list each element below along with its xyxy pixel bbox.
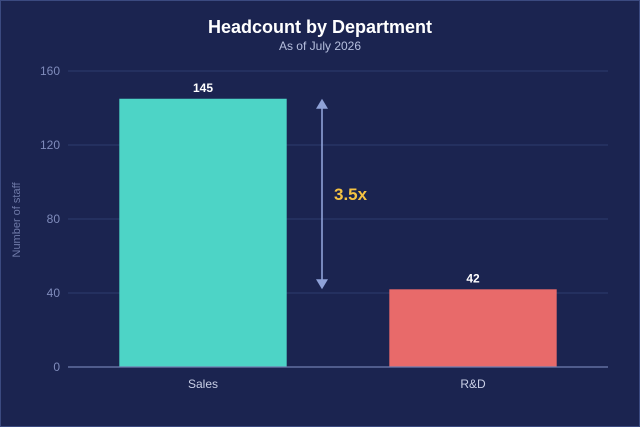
y-tick-label: 80	[47, 212, 61, 226]
data-label: 42	[466, 271, 480, 285]
chart-subtitle: As of July 2026	[279, 39, 361, 53]
ratio-annotation: 3.5x	[316, 98, 368, 290]
bar-rd	[389, 289, 557, 367]
y-tick-label: 160	[40, 64, 60, 78]
bar-sales	[119, 98, 287, 367]
arrowhead-up-icon	[316, 98, 328, 109]
arrowhead-down-icon	[316, 279, 328, 290]
y-tick-label: 40	[47, 286, 61, 300]
data-label: 145	[193, 81, 213, 95]
y-tick-label: 0	[53, 360, 60, 374]
bars: 145 Sales 42 R&D	[119, 81, 557, 391]
y-axis-ticks: 0 40 80 120 160	[40, 64, 60, 374]
y-axis-label: Number of staff	[11, 182, 23, 258]
x-category-label: Sales	[188, 377, 218, 391]
chart-title: Headcount by Department	[208, 17, 432, 37]
ratio-annotation-label: 3.5x	[334, 185, 368, 204]
x-category-label: R&D	[460, 377, 486, 391]
y-tick-label: 120	[40, 138, 60, 152]
